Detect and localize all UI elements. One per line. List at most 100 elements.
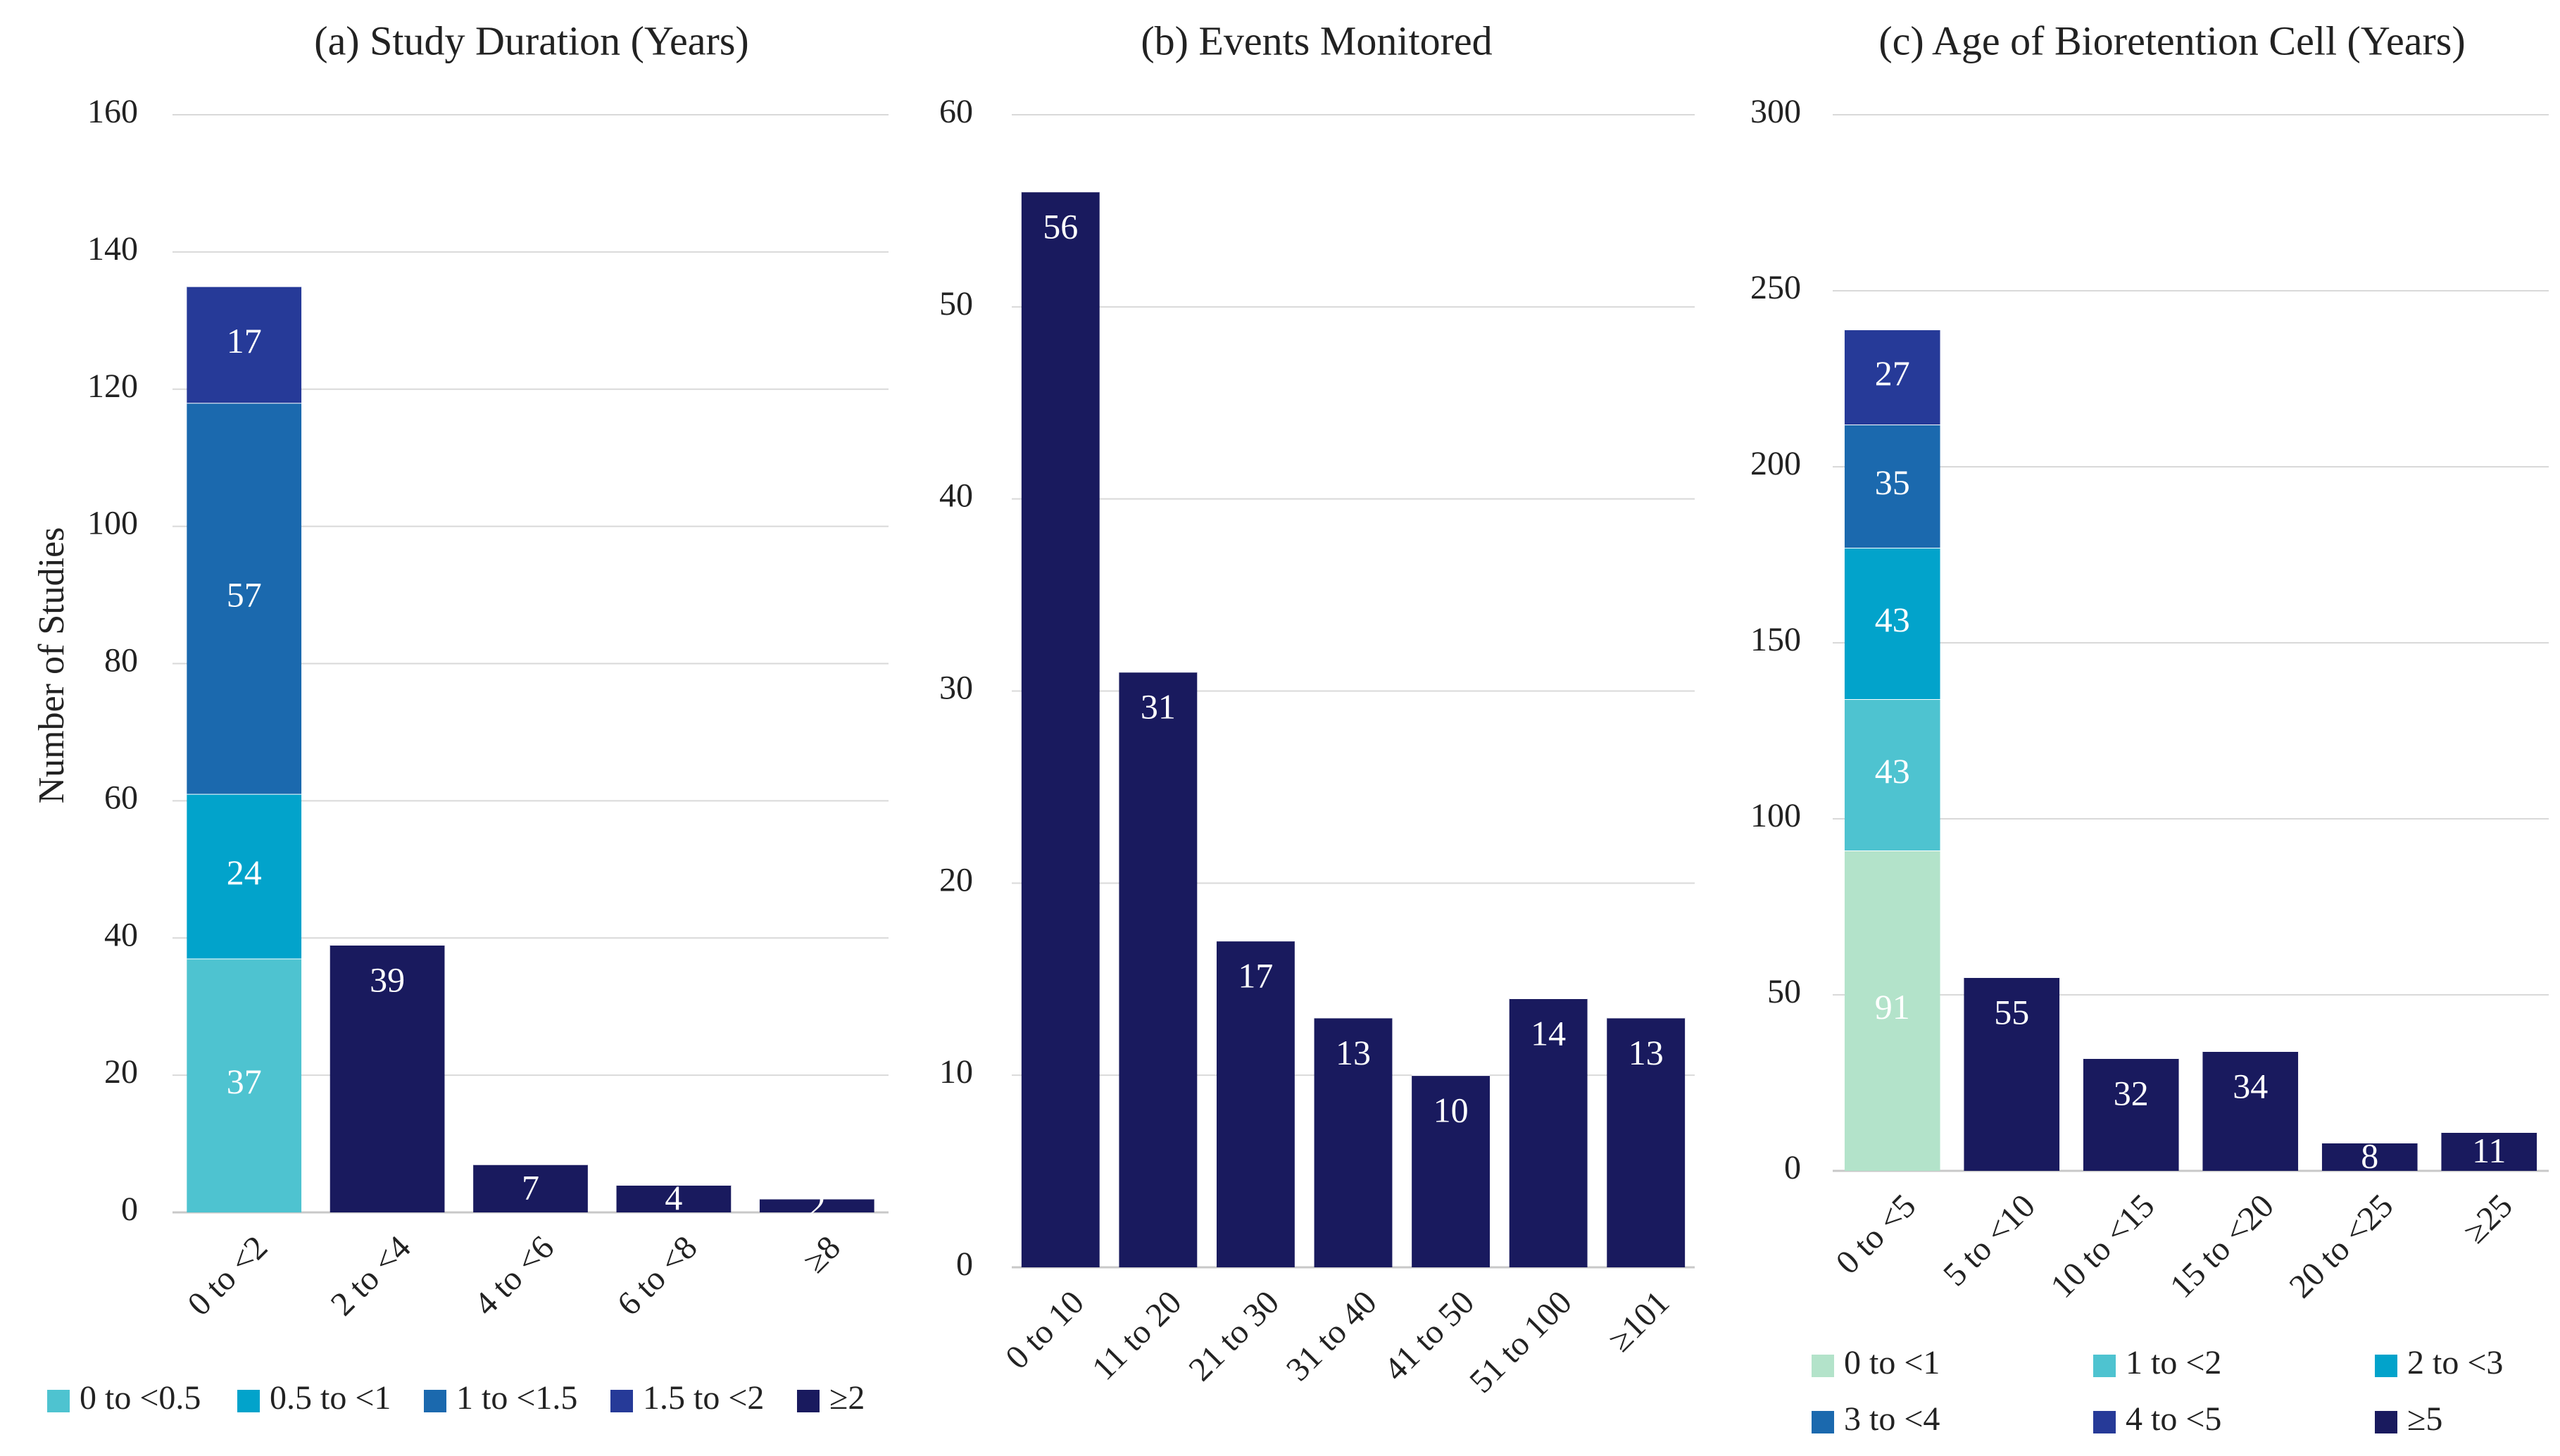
- y-tick-label: 30: [939, 670, 973, 707]
- bar-a-0-to-lt-2-1-5-to-lt-2: [187, 286, 302, 403]
- y-tick-label: 250: [1750, 269, 1801, 306]
- bar-c-20-to-lt-25-gte-5: [2321, 1143, 2418, 1171]
- legend-swatch: [2375, 1355, 2397, 1377]
- legend-label: 0.5 to <1: [270, 1379, 391, 1417]
- data-label: 55: [1994, 992, 2029, 1031]
- y-tick-label: 20: [104, 1053, 138, 1091]
- bar-b-31-to-40-events-monitored: [1314, 1017, 1393, 1267]
- y-tick-label: 300: [1750, 93, 1801, 130]
- legend-label: 4 to <5: [2126, 1400, 2221, 1438]
- data-label: 31: [1141, 687, 1176, 727]
- y-tick-label: 0: [1784, 1149, 1801, 1186]
- legend-swatch: [2093, 1355, 2116, 1377]
- y-tick-label: 60: [104, 779, 138, 816]
- data-label: 57: [227, 575, 262, 614]
- data-label: 91: [1875, 987, 1910, 1027]
- chart-title-a: (a) Study Duration (Years): [314, 18, 749, 63]
- bar-a-0-to-lt-2-0-5-to-lt-1: [187, 793, 302, 959]
- bar-c-0-to-lt-5-3-to-lt-4: [1844, 425, 1940, 548]
- legend-swatch: [1812, 1411, 1834, 1433]
- data-label: 8: [2361, 1136, 2378, 1175]
- y-tick-label: 0: [121, 1191, 138, 1228]
- chart-title-c: (c) Age of Bioretention Cell (Years): [1878, 18, 2465, 63]
- legend-label: ≥5: [2407, 1400, 2442, 1438]
- bar-b-0-to-10-events-monitored: [1021, 192, 1100, 1268]
- legend-swatch: [2093, 1411, 2116, 1433]
- y-tick-label: 160: [87, 93, 138, 130]
- y-tick-label: 140: [87, 230, 138, 268]
- bar-b-gte-101-events-monitored: [1607, 1017, 1686, 1267]
- data-label: 56: [1043, 207, 1078, 246]
- y-tick-label: 0: [956, 1245, 973, 1283]
- bar-c-gte-25-gte-5: [2441, 1132, 2537, 1171]
- bar-c-5-to-lt-10-gte-5: [1964, 977, 2060, 1171]
- legend-swatch: [237, 1390, 260, 1412]
- legend-label: 1 to <2: [2126, 1344, 2221, 1381]
- data-label: 7: [522, 1167, 539, 1207]
- bar-c-15-to-lt-20-gte-5: [2202, 1051, 2299, 1171]
- data-label: 10: [1433, 1091, 1469, 1130]
- bar-c-10-to-lt-15-gte-5: [2083, 1058, 2179, 1171]
- data-label: 32: [2114, 1073, 2149, 1112]
- bar-b-11-to-20-events-monitored: [1119, 672, 1198, 1267]
- data-label: 35: [1875, 463, 1910, 502]
- bar-a-0-to-lt-2-0-to-lt-0-5: [187, 958, 302, 1212]
- bar-c-0-to-lt-5-4-to-lt-5: [1844, 330, 1940, 425]
- y-tick-label: 50: [1767, 973, 1801, 1010]
- bar-c-0-to-lt-5-2-to-lt-3: [1844, 548, 1940, 699]
- legend-label: 0 to <0.5: [80, 1379, 201, 1417]
- legend-label: 1.5 to <2: [643, 1379, 764, 1417]
- bar-b-41-to-50-events-monitored: [1412, 1075, 1490, 1267]
- bar-c-0-to-lt-5-1-to-lt-2: [1844, 699, 1940, 851]
- data-label: 24: [227, 853, 262, 892]
- bar-a-6-to-lt-8-gte-2: [616, 1185, 732, 1212]
- data-label: 11: [2472, 1131, 2506, 1170]
- data-label: 37: [227, 1062, 262, 1101]
- data-label: 13: [1336, 1033, 1371, 1072]
- y-tick-label: 200: [1750, 445, 1801, 482]
- bar-a-2-to-lt-4-gte-2: [330, 944, 445, 1212]
- y-tick-label: 60: [939, 93, 973, 130]
- bar-b-51-to-100-events-monitored: [1509, 998, 1588, 1267]
- data-label: 13: [1629, 1033, 1664, 1072]
- y-tick-label: 40: [104, 916, 138, 953]
- legend-label: 2 to <3: [2407, 1344, 2503, 1381]
- y-tick-label: 120: [87, 368, 138, 405]
- data-label: 43: [1875, 751, 1910, 791]
- legend-swatch: [797, 1390, 820, 1412]
- legend-swatch: [424, 1390, 446, 1412]
- data-label: 14: [1531, 1014, 1566, 1053]
- y-tick-label: 10: [939, 1053, 973, 1091]
- data-label: 2: [808, 1185, 826, 1224]
- legend-swatch: [47, 1390, 70, 1412]
- y-tick-label: 50: [939, 285, 973, 322]
- data-label: 43: [1875, 600, 1910, 639]
- legend-label: ≥2: [829, 1379, 865, 1417]
- bar-b-21-to-30-events-monitored: [1217, 941, 1295, 1267]
- data-label: 34: [2233, 1066, 2268, 1105]
- y-tick-label: 100: [87, 505, 138, 542]
- y-tick-label: 80: [104, 642, 138, 679]
- chart-title-b: (b) Events Monitored: [1141, 18, 1492, 63]
- bar-a-gte-8-gte-2: [759, 1198, 874, 1212]
- y-axis-label: Number of Studies: [32, 527, 72, 804]
- bar-c-0-to-lt-5-0-to-lt-1: [1844, 851, 1940, 1171]
- legend-label: 3 to <4: [1844, 1400, 1940, 1438]
- legend-swatch: [2375, 1411, 2397, 1433]
- y-tick-label: 150: [1750, 621, 1801, 658]
- legend-swatch: [1812, 1355, 1834, 1377]
- legend-label: 0 to <1: [1844, 1344, 1940, 1381]
- bar-a-4-to-lt-6-gte-2: [473, 1164, 588, 1212]
- y-tick-label: 20: [939, 861, 973, 898]
- legend-swatch: [610, 1390, 633, 1412]
- data-label: 17: [1238, 956, 1273, 996]
- data-label: 4: [665, 1178, 682, 1217]
- data-label: 27: [1875, 353, 1910, 393]
- data-label: 17: [227, 321, 262, 360]
- data-label: 39: [370, 960, 405, 999]
- bar-a-0-to-lt-2-1-to-lt-1-5: [187, 403, 302, 794]
- legend-label: 1 to <1.5: [456, 1379, 577, 1417]
- y-tick-label: 100: [1750, 797, 1801, 834]
